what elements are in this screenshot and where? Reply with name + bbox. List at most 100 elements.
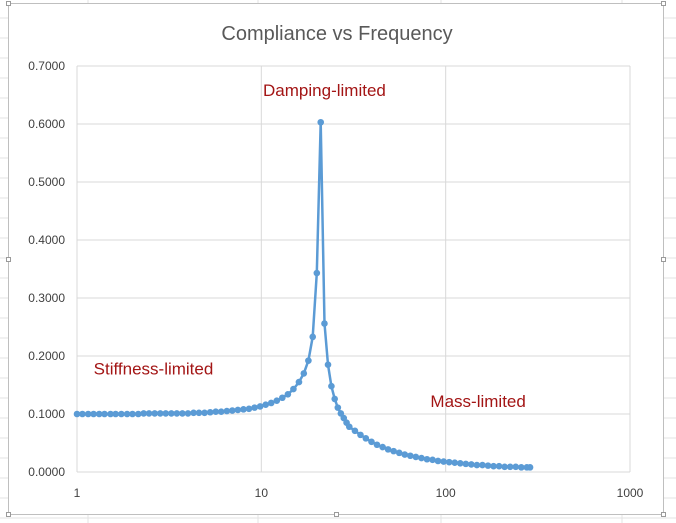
data-point[interactable] (328, 382, 335, 390)
data-point[interactable] (384, 446, 392, 453)
data-point[interactable] (506, 463, 514, 471)
data-point[interactable] (429, 456, 436, 464)
data-point[interactable] (234, 406, 242, 414)
data-point[interactable] (217, 408, 225, 415)
data-point[interactable] (256, 403, 264, 410)
data-point[interactable] (251, 404, 258, 411)
data-point[interactable] (526, 464, 534, 471)
chart-area[interactable]: Compliance vs Frequency 0.0000 0.1000 0.20… (6, 1, 666, 517)
annotation-label: Stiffness-limited (94, 360, 214, 379)
data-point[interactable] (73, 410, 81, 418)
data-point[interactable] (162, 410, 170, 417)
data-point[interactable] (179, 410, 186, 417)
data-point[interactable] (440, 458, 447, 465)
data-point[interactable] (484, 462, 492, 469)
data-point[interactable] (473, 461, 481, 469)
data-point[interactable] (212, 408, 220, 415)
data-point[interactable] (195, 409, 203, 417)
data-point[interactable] (362, 435, 370, 442)
data-point[interactable] (84, 410, 92, 418)
y-tick-label: 0.7000 (28, 59, 65, 73)
data-point[interactable] (101, 410, 108, 418)
y-tick-label: 0.5000 (28, 175, 65, 189)
data-point[interactable] (451, 459, 459, 467)
data-point[interactable] (317, 118, 325, 126)
data-point[interactable] (395, 449, 403, 457)
data-point[interactable] (107, 410, 114, 418)
data-point[interactable] (334, 404, 342, 411)
data-point[interactable] (313, 269, 321, 277)
data-point[interactable] (456, 460, 464, 467)
resize-handle-right[interactable] (661, 257, 666, 262)
data-point[interactable] (321, 320, 328, 327)
data-point[interactable] (407, 452, 414, 460)
data-point[interactable] (245, 405, 253, 413)
data-point[interactable] (284, 390, 292, 398)
data-point[interactable] (468, 461, 475, 468)
data-point[interactable] (112, 410, 119, 418)
y-tick-label: 0.6000 (28, 117, 65, 131)
data-point[interactable] (479, 461, 486, 469)
data-point[interactable] (324, 361, 332, 369)
data-point[interactable] (418, 454, 425, 462)
data-point[interactable] (401, 451, 409, 458)
data-point[interactable] (151, 410, 159, 417)
data-point[interactable] (462, 460, 470, 468)
data-point[interactable] (379, 443, 386, 451)
data-point[interactable] (357, 431, 364, 439)
data-point[interactable] (273, 397, 281, 404)
data-point[interactable] (190, 409, 197, 417)
resize-handle-top-left[interactable] (6, 1, 11, 6)
data-point[interactable] (79, 410, 86, 418)
data-point[interactable] (517, 464, 525, 471)
annotation-label: Mass-limited (430, 392, 525, 411)
data-point[interactable] (123, 410, 131, 418)
data-point[interactable] (95, 410, 103, 418)
data-point[interactable] (134, 410, 142, 418)
data-point[interactable] (434, 457, 442, 465)
data-point[interactable] (118, 410, 125, 418)
data-point[interactable] (512, 463, 520, 471)
data-point[interactable] (168, 410, 175, 417)
data-point[interactable] (279, 394, 286, 402)
data-point[interactable] (501, 463, 508, 471)
data-point[interactable] (300, 370, 308, 377)
resize-handle-bottom-left[interactable] (6, 512, 11, 517)
data-point[interactable] (390, 447, 397, 455)
data-point[interactable] (351, 427, 359, 435)
data-point[interactable] (309, 333, 317, 341)
data-point[interactable] (240, 406, 247, 413)
chart-svg: Compliance vs Frequency 0.0000 0.1000 0.20… (28, 23, 643, 500)
data-point[interactable] (267, 399, 275, 407)
data-series[interactable] (73, 118, 534, 471)
data-point[interactable] (305, 357, 312, 364)
data-point[interactable] (262, 401, 269, 409)
data-point[interactable] (423, 455, 431, 463)
data-point[interactable] (290, 385, 297, 393)
data-point[interactable] (331, 395, 338, 403)
data-point[interactable] (90, 410, 97, 418)
data-point[interactable] (368, 438, 375, 446)
region-annotations: Damping-limited Stiffness-limited Mass-lim… (94, 81, 526, 411)
data-point[interactable] (145, 410, 153, 417)
data-point[interactable] (184, 410, 192, 417)
data-point[interactable] (140, 410, 147, 417)
data-point[interactable] (373, 441, 381, 449)
data-point[interactable] (206, 408, 214, 416)
data-point[interactable] (295, 378, 303, 386)
resize-handle-top-right[interactable] (661, 1, 666, 6)
resize-handle-bottom[interactable] (334, 512, 339, 517)
resize-handle-left[interactable] (6, 257, 11, 262)
resize-handle-bottom-right[interactable] (661, 512, 666, 517)
data-point[interactable] (223, 407, 231, 415)
data-point[interactable] (129, 410, 136, 418)
data-point[interactable] (173, 410, 181, 417)
data-point[interactable] (412, 453, 420, 461)
data-point[interactable] (229, 407, 236, 414)
data-point[interactable] (201, 409, 208, 417)
data-point[interactable] (495, 462, 503, 470)
data-point[interactable] (156, 410, 164, 417)
data-point[interactable] (345, 423, 353, 431)
data-point[interactable] (490, 462, 497, 470)
data-point[interactable] (445, 458, 453, 466)
